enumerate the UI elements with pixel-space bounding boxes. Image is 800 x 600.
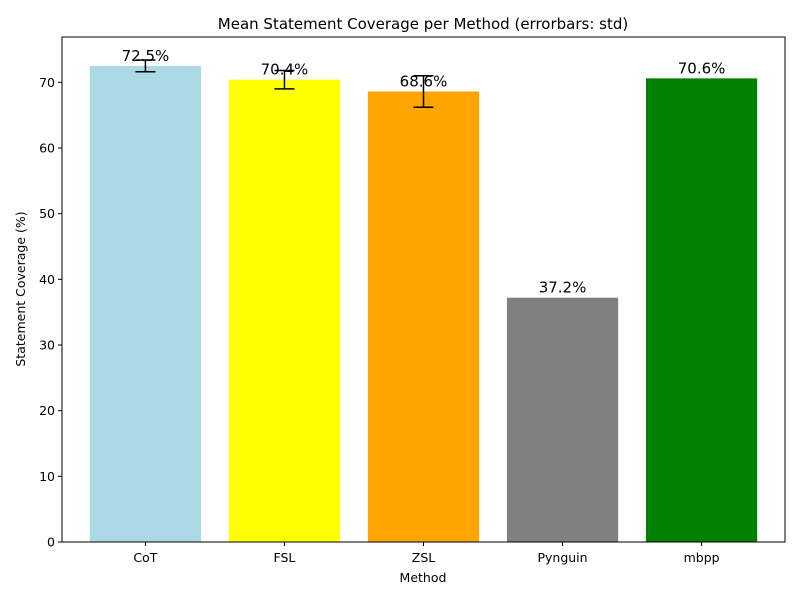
- x-tick-label: Pynguin: [537, 550, 587, 565]
- y-tick-label: 50: [39, 206, 55, 221]
- bar-fsl: [228, 79, 341, 542]
- data-label-zsl: 68.6%: [400, 73, 448, 91]
- x-tick-label: CoT: [133, 550, 157, 565]
- bar-cot: [89, 65, 202, 543]
- x-tick-label: FSL: [274, 550, 296, 565]
- y-tick-label: 20: [39, 403, 55, 418]
- data-label-mbpp: 70.6%: [678, 59, 726, 77]
- y-tick-label: 0: [47, 535, 55, 550]
- y-tick-label: 10: [39, 469, 55, 484]
- x-tick-label: mbpp: [684, 550, 720, 565]
- y-axis-label: Statement Coverage (%): [13, 211, 28, 366]
- plot-area: 72.5% 70.4% 68.6% 37.2% 70.6% 0 10 20 30 40 50 60 70…: [39, 36, 786, 565]
- y-tick-label: 40: [39, 272, 55, 287]
- data-label-cot: 72.5%: [122, 47, 170, 65]
- data-label-pynguin: 37.2%: [539, 279, 587, 297]
- bar-mbpp: [645, 78, 758, 542]
- x-axis-label: Method: [400, 570, 447, 585]
- bar-pynguin: [506, 297, 619, 542]
- y-tick-label: 70: [39, 75, 55, 90]
- x-tick-label: ZSL: [412, 550, 435, 565]
- bar-zsl: [367, 91, 480, 542]
- y-tick-label: 60: [39, 140, 55, 155]
- chart-title: Mean Statement Coverage per Method (erro…: [218, 15, 628, 33]
- data-label-fsl: 70.4%: [261, 61, 309, 79]
- y-tick-label: 30: [39, 337, 55, 352]
